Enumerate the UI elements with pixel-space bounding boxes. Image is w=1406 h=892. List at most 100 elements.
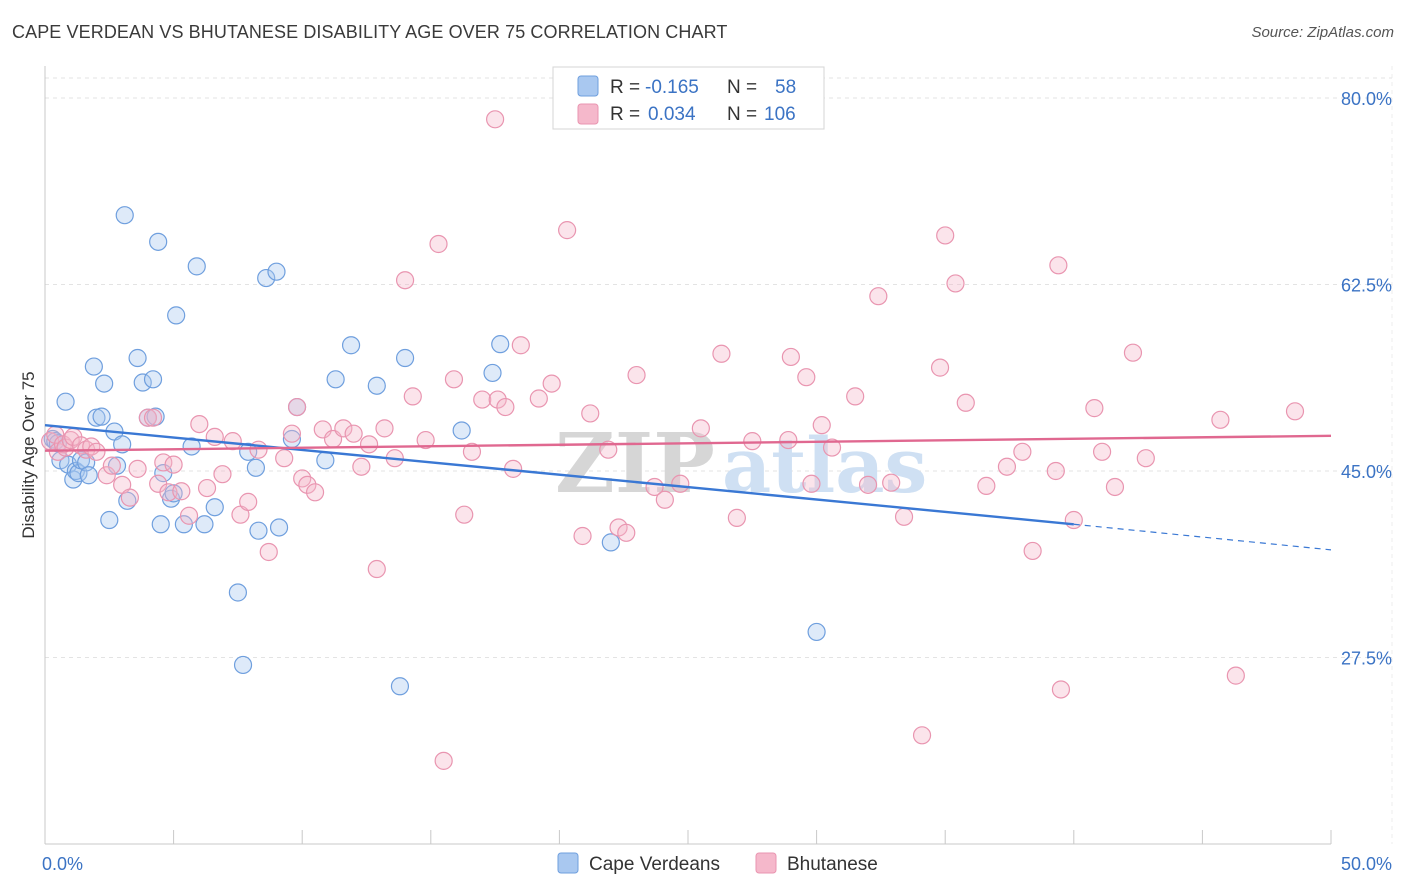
cape-verdeans-point: [491, 335, 510, 354]
legend-r-value: -0.165: [645, 77, 699, 98]
bhutanese-point: [997, 457, 1017, 476]
cape-verdeans-point: [246, 458, 266, 477]
bhutanese-point: [802, 474, 821, 493]
cape-verdeans-point: [395, 348, 415, 368]
bhutanese-point: [287, 397, 307, 417]
bhutanese-point: [1092, 442, 1112, 461]
cape-verdeans-point: [95, 374, 114, 393]
bhutanese-point: [486, 110, 505, 129]
cape-verdeans-point: [367, 376, 386, 395]
bhutanese-point: [1285, 402, 1305, 421]
bhutanese-point: [473, 390, 492, 409]
bhutanese-point: [275, 449, 294, 468]
cape-verdeans-point: [174, 515, 193, 534]
cape-verdeans-point: [84, 357, 103, 376]
bhutanese-point: [797, 368, 816, 387]
watermark: ZIP atlas: [555, 416, 927, 512]
chart-source: Source: ZipAtlas.com: [1251, 24, 1394, 41]
bhutanese-point: [249, 440, 268, 459]
bottom-legend-label-bhutanese: Bhutanese: [787, 854, 878, 875]
y-tick-labels: 27.5% 45.0% 62.5% 80.0%: [1341, 89, 1392, 669]
bhutanese-point: [395, 271, 415, 290]
cape-verdeans-point: [205, 498, 224, 517]
bhutanese-point: [298, 475, 317, 494]
legend-n-value: 106: [764, 104, 796, 125]
bhutanese-point: [882, 473, 901, 492]
bhutanese-point: [655, 490, 674, 509]
y-tick-label: 80.0%: [1341, 89, 1392, 109]
bhutanese-point: [367, 559, 386, 579]
cape-verdeans-point: [128, 348, 147, 368]
bhutanese-point: [912, 726, 932, 745]
bhutanese-point: [120, 488, 139, 507]
bhutanese-point: [617, 523, 636, 542]
bhutanese-point: [359, 435, 379, 454]
y-tick-label: 27.5%: [1341, 648, 1392, 668]
bhutanese-point: [511, 336, 530, 355]
legend-swatch-bhutanese: [577, 103, 599, 125]
bhutanese-point: [846, 387, 865, 406]
bhutanese-point: [712, 344, 731, 363]
cape-verdeans-point: [249, 521, 268, 540]
bhutanese-point: [488, 390, 507, 409]
bhutanese-point: [434, 751, 453, 770]
bhutanese-trend-line: [44, 434, 1332, 452]
bhutanese-point: [977, 476, 996, 496]
cape-verdeans-point: [228, 583, 247, 602]
cape-verdeans-point: [182, 437, 201, 456]
bhutanese-point: [61, 430, 80, 450]
y-tick-label: 62.5%: [1341, 275, 1392, 295]
cape-verdeans-point: [601, 533, 620, 552]
bhutanese-point: [1085, 399, 1104, 418]
cape-verdeans-point: [187, 257, 206, 276]
cape-verdeans-point: [390, 677, 410, 696]
bhutanese-point: [627, 365, 646, 385]
cape-verdeans-point: [233, 655, 253, 675]
x-ticks: [44, 830, 1332, 844]
cape-verdeans-trend-line-extension: [1073, 523, 1332, 551]
x-tick-label: 0.0%: [42, 854, 83, 874]
cape-verdeans-point: [267, 262, 286, 281]
bhutanese-point: [781, 347, 800, 367]
bhutanese-point: [172, 482, 191, 501]
series-legend: Cape Verdeans Bhutanese: [557, 852, 878, 875]
cape-verdeans-point: [483, 363, 502, 383]
bhutanese-point: [143, 408, 163, 427]
cape-verdeans-point: [151, 515, 170, 534]
bhutanese-point: [581, 404, 600, 423]
bhutanese-point: [812, 416, 831, 435]
bhutanese-point: [1105, 477, 1125, 497]
cape-verdeans-point: [341, 336, 361, 355]
bhutanese-point: [894, 507, 914, 526]
bhutanese-point: [558, 221, 577, 240]
bhutanese-point: [102, 456, 121, 475]
legend-swatch-cape-verdeans: [577, 75, 599, 97]
bhutanese-point: [282, 424, 302, 443]
bhutanese-point: [444, 370, 464, 389]
bhutanese-point: [671, 474, 690, 493]
bhutanese-point: [529, 389, 548, 408]
cape-verdeans-point: [326, 370, 345, 389]
bhutanese-point: [138, 408, 157, 427]
correlation-legend: R = -0.165 N = 58 R = 0.034 N = 106: [552, 66, 825, 130]
bhutanese-point: [375, 419, 394, 438]
cape-verdeans-point: [807, 622, 826, 642]
bhutanese-point: [542, 374, 561, 393]
cape-verdeans-point: [92, 407, 111, 426]
bhutanese-point: [455, 505, 474, 524]
legend-n-label: N =: [727, 77, 757, 98]
chart-title: CAPE VERDEAN VS BHUTANESE DISABILITY AGE…: [12, 22, 728, 42]
legend-n-label: N =: [727, 104, 757, 125]
bhutanese-point: [822, 438, 842, 457]
bottom-legend-swatch-cape-verdeans: [557, 852, 579, 874]
bhutanese-point: [179, 506, 199, 525]
bhutanese-point: [936, 226, 955, 245]
cape-verdeans-point: [269, 518, 289, 537]
cape-verdeans-point: [257, 268, 276, 288]
legend-r-label: R =: [610, 104, 640, 125]
bhutanese-point: [930, 358, 950, 377]
bhutanese-point: [305, 483, 325, 502]
bhutanese-point: [1023, 541, 1042, 561]
bhutanese-point: [1051, 680, 1071, 699]
